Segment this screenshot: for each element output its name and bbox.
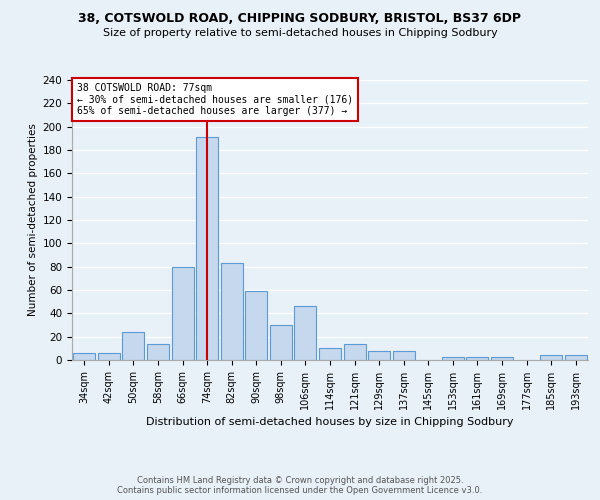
Bar xyxy=(73,353,95,360)
Bar xyxy=(442,356,464,360)
Bar xyxy=(196,137,218,360)
Bar xyxy=(172,266,194,360)
Bar xyxy=(565,356,587,360)
Text: Size of property relative to semi-detached houses in Chipping Sodbury: Size of property relative to semi-detach… xyxy=(103,28,497,38)
X-axis label: Distribution of semi-detached houses by size in Chipping Sodbury: Distribution of semi-detached houses by … xyxy=(146,418,514,428)
Bar xyxy=(344,344,365,360)
Bar xyxy=(147,344,169,360)
Bar xyxy=(221,263,243,360)
Text: Contains HM Land Registry data © Crown copyright and database right 2025.
Contai: Contains HM Land Registry data © Crown c… xyxy=(118,476,482,495)
Bar xyxy=(245,291,268,360)
Bar xyxy=(466,356,488,360)
Bar xyxy=(122,332,145,360)
Bar xyxy=(98,353,120,360)
Bar xyxy=(319,348,341,360)
Y-axis label: Number of semi-detached properties: Number of semi-detached properties xyxy=(28,124,38,316)
Bar xyxy=(368,350,390,360)
Bar xyxy=(270,325,292,360)
Bar xyxy=(392,350,415,360)
Bar xyxy=(540,356,562,360)
Bar xyxy=(491,356,513,360)
Bar xyxy=(295,306,316,360)
Text: 38 COTSWOLD ROAD: 77sqm
← 30% of semi-detached houses are smaller (176)
65% of s: 38 COTSWOLD ROAD: 77sqm ← 30% of semi-de… xyxy=(77,83,353,116)
Text: 38, COTSWOLD ROAD, CHIPPING SODBURY, BRISTOL, BS37 6DP: 38, COTSWOLD ROAD, CHIPPING SODBURY, BRI… xyxy=(79,12,521,26)
